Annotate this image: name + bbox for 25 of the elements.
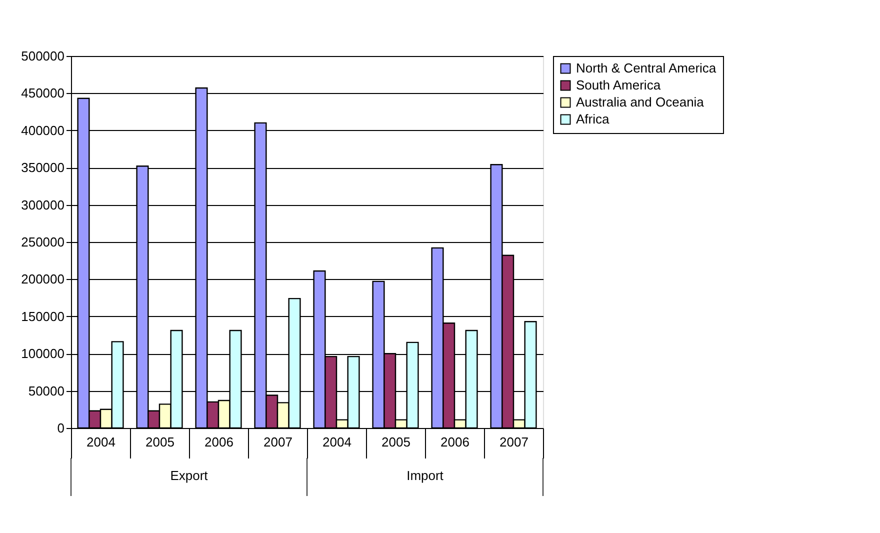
y-tick-label: 500000: [21, 48, 64, 64]
y-tick-label: 250000: [21, 234, 64, 250]
x-tick-label: 2007: [264, 434, 292, 450]
legend-label: North & Central America: [576, 60, 717, 76]
text: Export: [170, 468, 208, 483]
x-tick-label: 2004: [322, 434, 352, 450]
y-tick-label: 0: [57, 420, 64, 436]
y-tick-label: 350000: [21, 160, 64, 176]
legend-label: South America: [576, 78, 662, 92]
y-tick-label: 450000: [21, 86, 64, 101]
x-tick-label: 2005: [382, 434, 410, 450]
y-tick-label: 200000: [21, 272, 64, 287]
legend-label: Africa: [576, 112, 610, 126]
y-tick-label: 100000: [21, 346, 64, 362]
x-tick-label: 2004: [86, 434, 116, 450]
y-tick-label: 150000: [21, 308, 64, 324]
x-tick-label: 2006: [440, 434, 470, 450]
x-tick-label: 2005: [146, 434, 174, 450]
text: Import: [406, 468, 444, 483]
x-tick-label: 2007: [500, 434, 528, 450]
y-tick-label: 50000: [28, 383, 64, 398]
legend-label: Australia and Oceania: [576, 94, 705, 110]
y-tick-label: 400000: [21, 122, 64, 138]
x-tick-label: 2006: [204, 434, 234, 450]
y-tick-label: 300000: [21, 197, 64, 212]
